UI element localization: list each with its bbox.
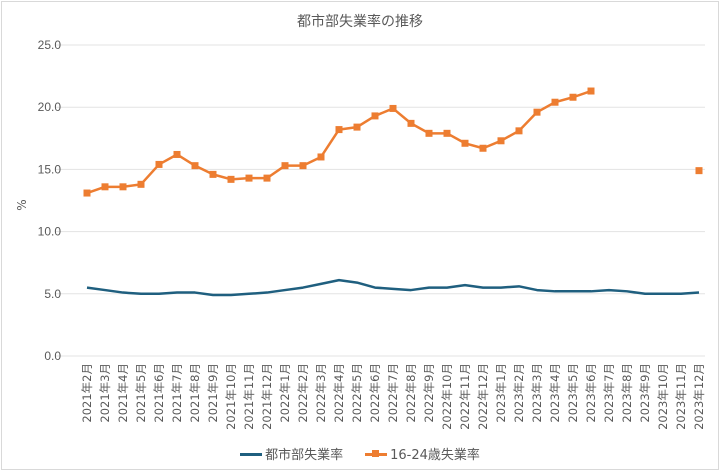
data-point-marker[interactable]: [317, 153, 325, 161]
data-point-marker[interactable]: [479, 144, 487, 152]
data-point-marker[interactable]: [389, 104, 397, 112]
x-tick-label: 2023年8月: [620, 363, 634, 423]
y-tick-label: 10.0: [38, 225, 62, 239]
x-tick-label: 2022年4月: [332, 363, 346, 423]
x-tick-label: 2021年12月: [260, 363, 274, 430]
x-tick-label: 2021年5月: [134, 363, 148, 423]
line-swatch-icon: [240, 448, 263, 460]
data-point-marker[interactable]: [173, 150, 181, 158]
x-tick-label: 2023年10月: [656, 363, 670, 430]
x-tick-label: 2023年3月: [530, 363, 544, 423]
data-point-marker[interactable]: [461, 139, 469, 147]
chart-title: 都市部失業率の推移: [297, 14, 423, 30]
series-line: [86, 89, 592, 195]
data-point-marker[interactable]: [101, 183, 109, 191]
x-tick-label: 2021年10月: [224, 363, 238, 430]
data-point-marker[interactable]: [497, 137, 505, 145]
data-point-marker[interactable]: [155, 160, 163, 168]
x-tick-label: 2022年6月: [368, 363, 382, 423]
y-tick-label: 5.0: [44, 287, 61, 301]
data-point-marker[interactable]: [551, 98, 559, 106]
legend-label: 都市部失業率: [265, 448, 344, 463]
y-tick-label: 15.0: [38, 162, 62, 176]
x-tick-label: 2022年10月: [440, 363, 454, 430]
data-point-marker[interactable]: [83, 189, 91, 197]
square-marker-swatch-icon: [365, 448, 388, 460]
data-point-marker[interactable]: [371, 112, 379, 120]
data-point-marker[interactable]: [191, 162, 199, 170]
x-tick-label: 2021年3月: [98, 363, 112, 423]
legend-item-youth[interactable]: 16-24歳失業率: [365, 444, 480, 463]
x-tick-label: 2022年9月: [422, 363, 436, 423]
data-point-marker[interactable]: [533, 108, 541, 116]
data-point-marker[interactable]: [353, 123, 361, 131]
data-point-marker[interactable]: [407, 119, 415, 127]
data-point-marker[interactable]: [137, 180, 145, 188]
x-tick-label: 2023年5月: [566, 363, 580, 423]
y-tick-label: 0.0: [44, 349, 61, 363]
x-tick-label: 2021年8月: [188, 363, 202, 423]
x-tick-label: 2022年3月: [314, 363, 328, 423]
data-point-marker[interactable]: [119, 183, 127, 191]
x-tick-label: 2022年8月: [404, 363, 418, 423]
x-tick-label: 2023年4月: [548, 363, 562, 423]
data-point-marker[interactable]: [263, 174, 271, 182]
x-tick-label: 2021年2月: [80, 363, 94, 423]
x-tick-label: 2022年12月: [476, 363, 490, 430]
y-axis-ticks: 0.0 5.0 10.0 15.0 20.0 25.0: [38, 38, 62, 363]
y-tick-label: 25.0: [38, 38, 62, 52]
legend-label: 16-24歳失業率: [390, 448, 480, 463]
x-tick-label: 2023年1月: [494, 363, 508, 423]
x-tick-label: 2021年11月: [242, 363, 256, 430]
data-point-marker[interactable]: [245, 174, 253, 182]
x-tick-label: 2023年2月: [512, 363, 526, 423]
x-tick-label: 2023年11月: [674, 363, 688, 430]
x-axis-ticks: 2021年2月 2021年3月 2021年4月 2021年5月 2021年6月 2021年…: [80, 363, 706, 430]
x-tick-label: 2022年7月: [386, 363, 400, 423]
series-line: [86, 278, 700, 297]
data-point-marker[interactable]: [425, 129, 433, 137]
data-point-marker[interactable]: [443, 129, 451, 137]
x-tick-label: 2021年4月: [116, 363, 130, 423]
data-point-marker[interactable]: [209, 170, 217, 178]
x-tick-label: 2022年2月: [296, 363, 310, 423]
y-tick-label: 20.0: [38, 100, 62, 114]
data-point-marker[interactable]: [281, 162, 289, 170]
legend: 都市部失業率 16-24歳失業率: [0, 444, 720, 463]
series-lines: [83, 87, 703, 297]
x-tick-label: 2022年11月: [458, 363, 472, 430]
x-tick-label: 2022年1月: [278, 363, 292, 423]
data-point-marker[interactable]: [569, 93, 577, 101]
data-point-marker[interactable]: [515, 127, 523, 135]
data-point-marker[interactable]: [299, 162, 307, 170]
x-tick-label: 2022年5月: [350, 363, 364, 423]
x-tick-label: 2023年9月: [638, 363, 652, 423]
x-tick-label: 2023年6月: [584, 363, 598, 423]
y-axis-label: %: [15, 199, 29, 210]
x-tick-label: 2021年6月: [152, 363, 166, 423]
data-point-marker[interactable]: [587, 87, 595, 95]
x-tick-label: 2023年12月: [692, 363, 706, 430]
data-point-marker[interactable]: [695, 167, 703, 175]
data-point-marker[interactable]: [227, 175, 235, 183]
data-point-marker[interactable]: [335, 126, 343, 134]
x-tick-label: 2021年7月: [170, 363, 184, 423]
x-tick-label: 2023年7月: [602, 363, 616, 423]
x-tick-label: 2021年9月: [206, 363, 220, 423]
legend-item-urban[interactable]: 都市部失業率: [240, 444, 343, 463]
gridlines: [55, 44, 705, 357]
